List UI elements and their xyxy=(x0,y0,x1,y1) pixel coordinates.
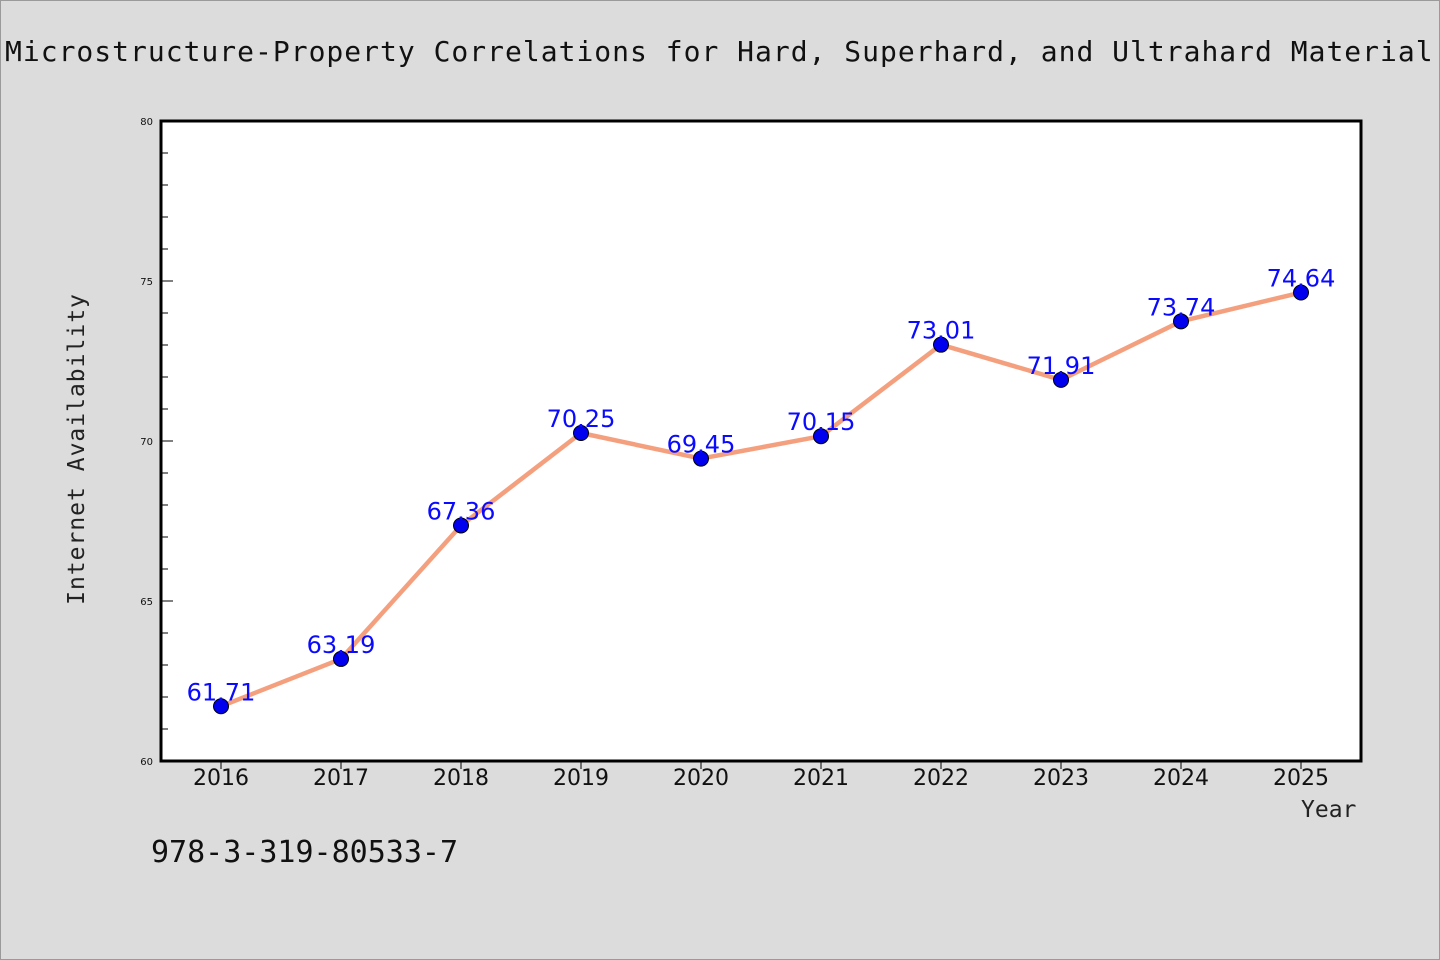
y-tick-label: 60 xyxy=(140,757,153,768)
x-axis-label: Year xyxy=(1301,797,1357,823)
x-tick-label: 2021 xyxy=(793,766,849,791)
data-point xyxy=(1173,313,1189,330)
series-line xyxy=(220,290,1302,709)
data-label: 70.25 xyxy=(547,405,616,433)
x-tick-label: 2019 xyxy=(553,766,609,791)
data-label: 70.15 xyxy=(787,408,856,436)
data-point xyxy=(813,428,829,445)
x-tick-label: 2017 xyxy=(313,766,369,791)
y-tick-label: 75 xyxy=(140,277,153,288)
data-point xyxy=(1053,371,1069,388)
data-label: 74.64 xyxy=(1267,265,1336,293)
data-label: 63.19 xyxy=(307,631,376,659)
data-label: 71.91 xyxy=(1027,352,1096,380)
data-point xyxy=(453,517,469,534)
plot-area xyxy=(161,121,1361,761)
x-tick-label: 2024 xyxy=(1153,766,1209,791)
x-tick-label: 2020 xyxy=(673,766,729,791)
x-axis-ticks: 2016 2017 2018 2019 2020 2021 2022 2023 2024 2025 xyxy=(193,761,1329,791)
x-tick-label: 2022 xyxy=(913,766,969,791)
data-point xyxy=(213,698,229,715)
x-tick-label: 2016 xyxy=(193,766,249,791)
chart-title: Microstructure-Property Correlations for… xyxy=(5,35,1434,68)
data-label: 61.71 xyxy=(187,678,256,706)
data-label: 69.45 xyxy=(667,431,736,459)
data-label: 73.01 xyxy=(907,317,976,345)
data-point xyxy=(1293,284,1309,301)
data-point xyxy=(333,650,349,667)
data-markers xyxy=(213,284,1309,715)
y-tick-label: 70 xyxy=(140,437,153,448)
data-point xyxy=(933,336,949,353)
x-tick-label: 2025 xyxy=(1273,766,1329,791)
isbn-footer: 978-3-319-80533-7 xyxy=(151,835,459,870)
data-point xyxy=(573,425,589,441)
data-labels: 61.71 63.19 67.36 70.25 69.45 70.15 73.01 71.91… xyxy=(187,265,1336,707)
data-point xyxy=(693,450,709,467)
data-label: 67.36 xyxy=(427,497,496,525)
plot-frame xyxy=(159,119,1363,763)
data-label: 73.74 xyxy=(1147,293,1216,321)
y-tick-label: 65 xyxy=(140,597,153,608)
y-tick-label: 80 xyxy=(140,117,153,128)
x-tick-label: 2023 xyxy=(1033,766,1089,791)
x-tick-label: 2018 xyxy=(433,766,489,791)
